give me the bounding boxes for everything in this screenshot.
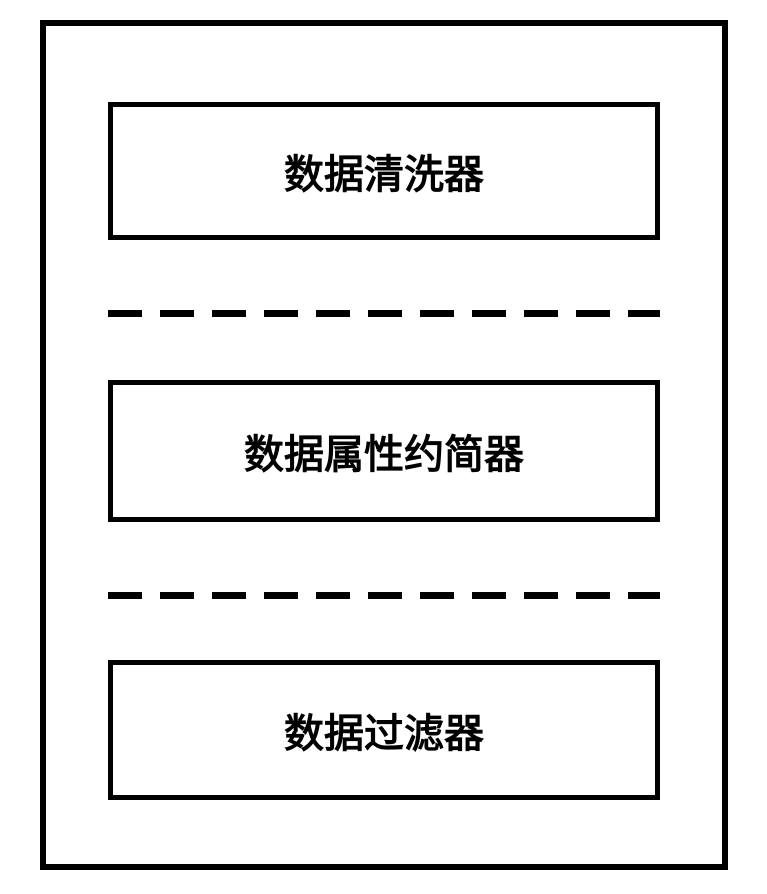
divider-2 <box>108 592 660 599</box>
divider-1 <box>108 310 660 317</box>
label-data-filter: 数据过滤器 <box>284 701 484 759</box>
box-data-filter: 数据过滤器 <box>108 660 660 800</box>
label-data-cleaner: 数据清洗器 <box>284 142 484 200</box>
box-data-cleaner: 数据清洗器 <box>108 102 660 240</box>
label-data-attr-reducer: 数据属性约简器 <box>244 422 524 480</box>
box-data-attr-reducer: 数据属性约简器 <box>108 380 660 522</box>
